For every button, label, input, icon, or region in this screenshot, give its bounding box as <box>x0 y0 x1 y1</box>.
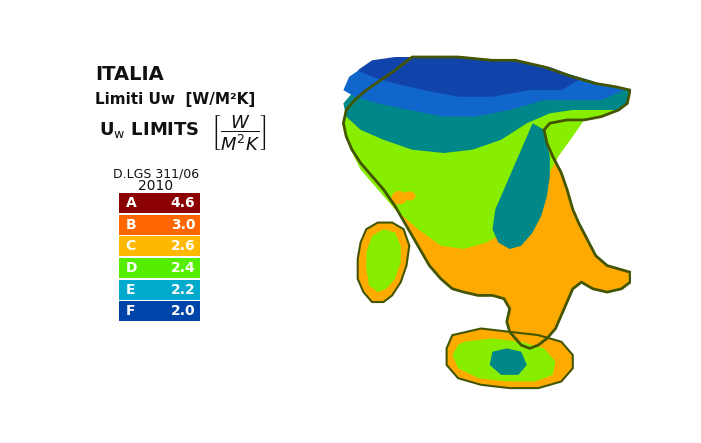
Polygon shape <box>447 329 573 388</box>
Polygon shape <box>489 348 527 375</box>
Text: 2.2: 2.2 <box>170 283 196 296</box>
FancyBboxPatch shape <box>118 237 200 256</box>
Ellipse shape <box>392 192 407 204</box>
Text: Limiti Uw  [W/M²K]: Limiti Uw [W/M²K] <box>95 92 256 107</box>
Text: A: A <box>125 196 137 210</box>
Text: E: E <box>125 283 135 296</box>
Polygon shape <box>358 222 409 302</box>
Text: ITALIA: ITALIA <box>95 66 164 85</box>
FancyBboxPatch shape <box>118 301 200 321</box>
Polygon shape <box>493 123 550 249</box>
Text: 2.0: 2.0 <box>171 304 196 318</box>
Polygon shape <box>343 57 625 117</box>
FancyBboxPatch shape <box>118 280 200 299</box>
Text: 4.6: 4.6 <box>171 196 196 210</box>
Text: 2.4: 2.4 <box>170 261 196 275</box>
Text: B: B <box>125 218 136 232</box>
Text: U$_{\rm w}$ LIMITS  $\left[\dfrac{W}{M^2K}\right]$: U$_{\rm w}$ LIMITS $\left[\dfrac{W}{M^2K… <box>100 113 267 152</box>
FancyBboxPatch shape <box>118 258 200 278</box>
FancyBboxPatch shape <box>118 193 200 214</box>
Polygon shape <box>367 229 401 292</box>
Polygon shape <box>343 57 630 348</box>
Polygon shape <box>343 57 630 153</box>
Text: D.LGS 311/06: D.LGS 311/06 <box>113 167 199 180</box>
Text: 2.6: 2.6 <box>171 239 196 253</box>
Ellipse shape <box>404 192 415 200</box>
Polygon shape <box>358 57 578 97</box>
Text: F: F <box>125 304 135 318</box>
Text: 2010: 2010 <box>138 179 173 193</box>
Text: 3.0: 3.0 <box>171 218 196 232</box>
Polygon shape <box>452 338 556 381</box>
Polygon shape <box>343 57 630 249</box>
Text: C: C <box>125 239 136 253</box>
FancyBboxPatch shape <box>118 215 200 235</box>
Text: D: D <box>125 261 137 275</box>
